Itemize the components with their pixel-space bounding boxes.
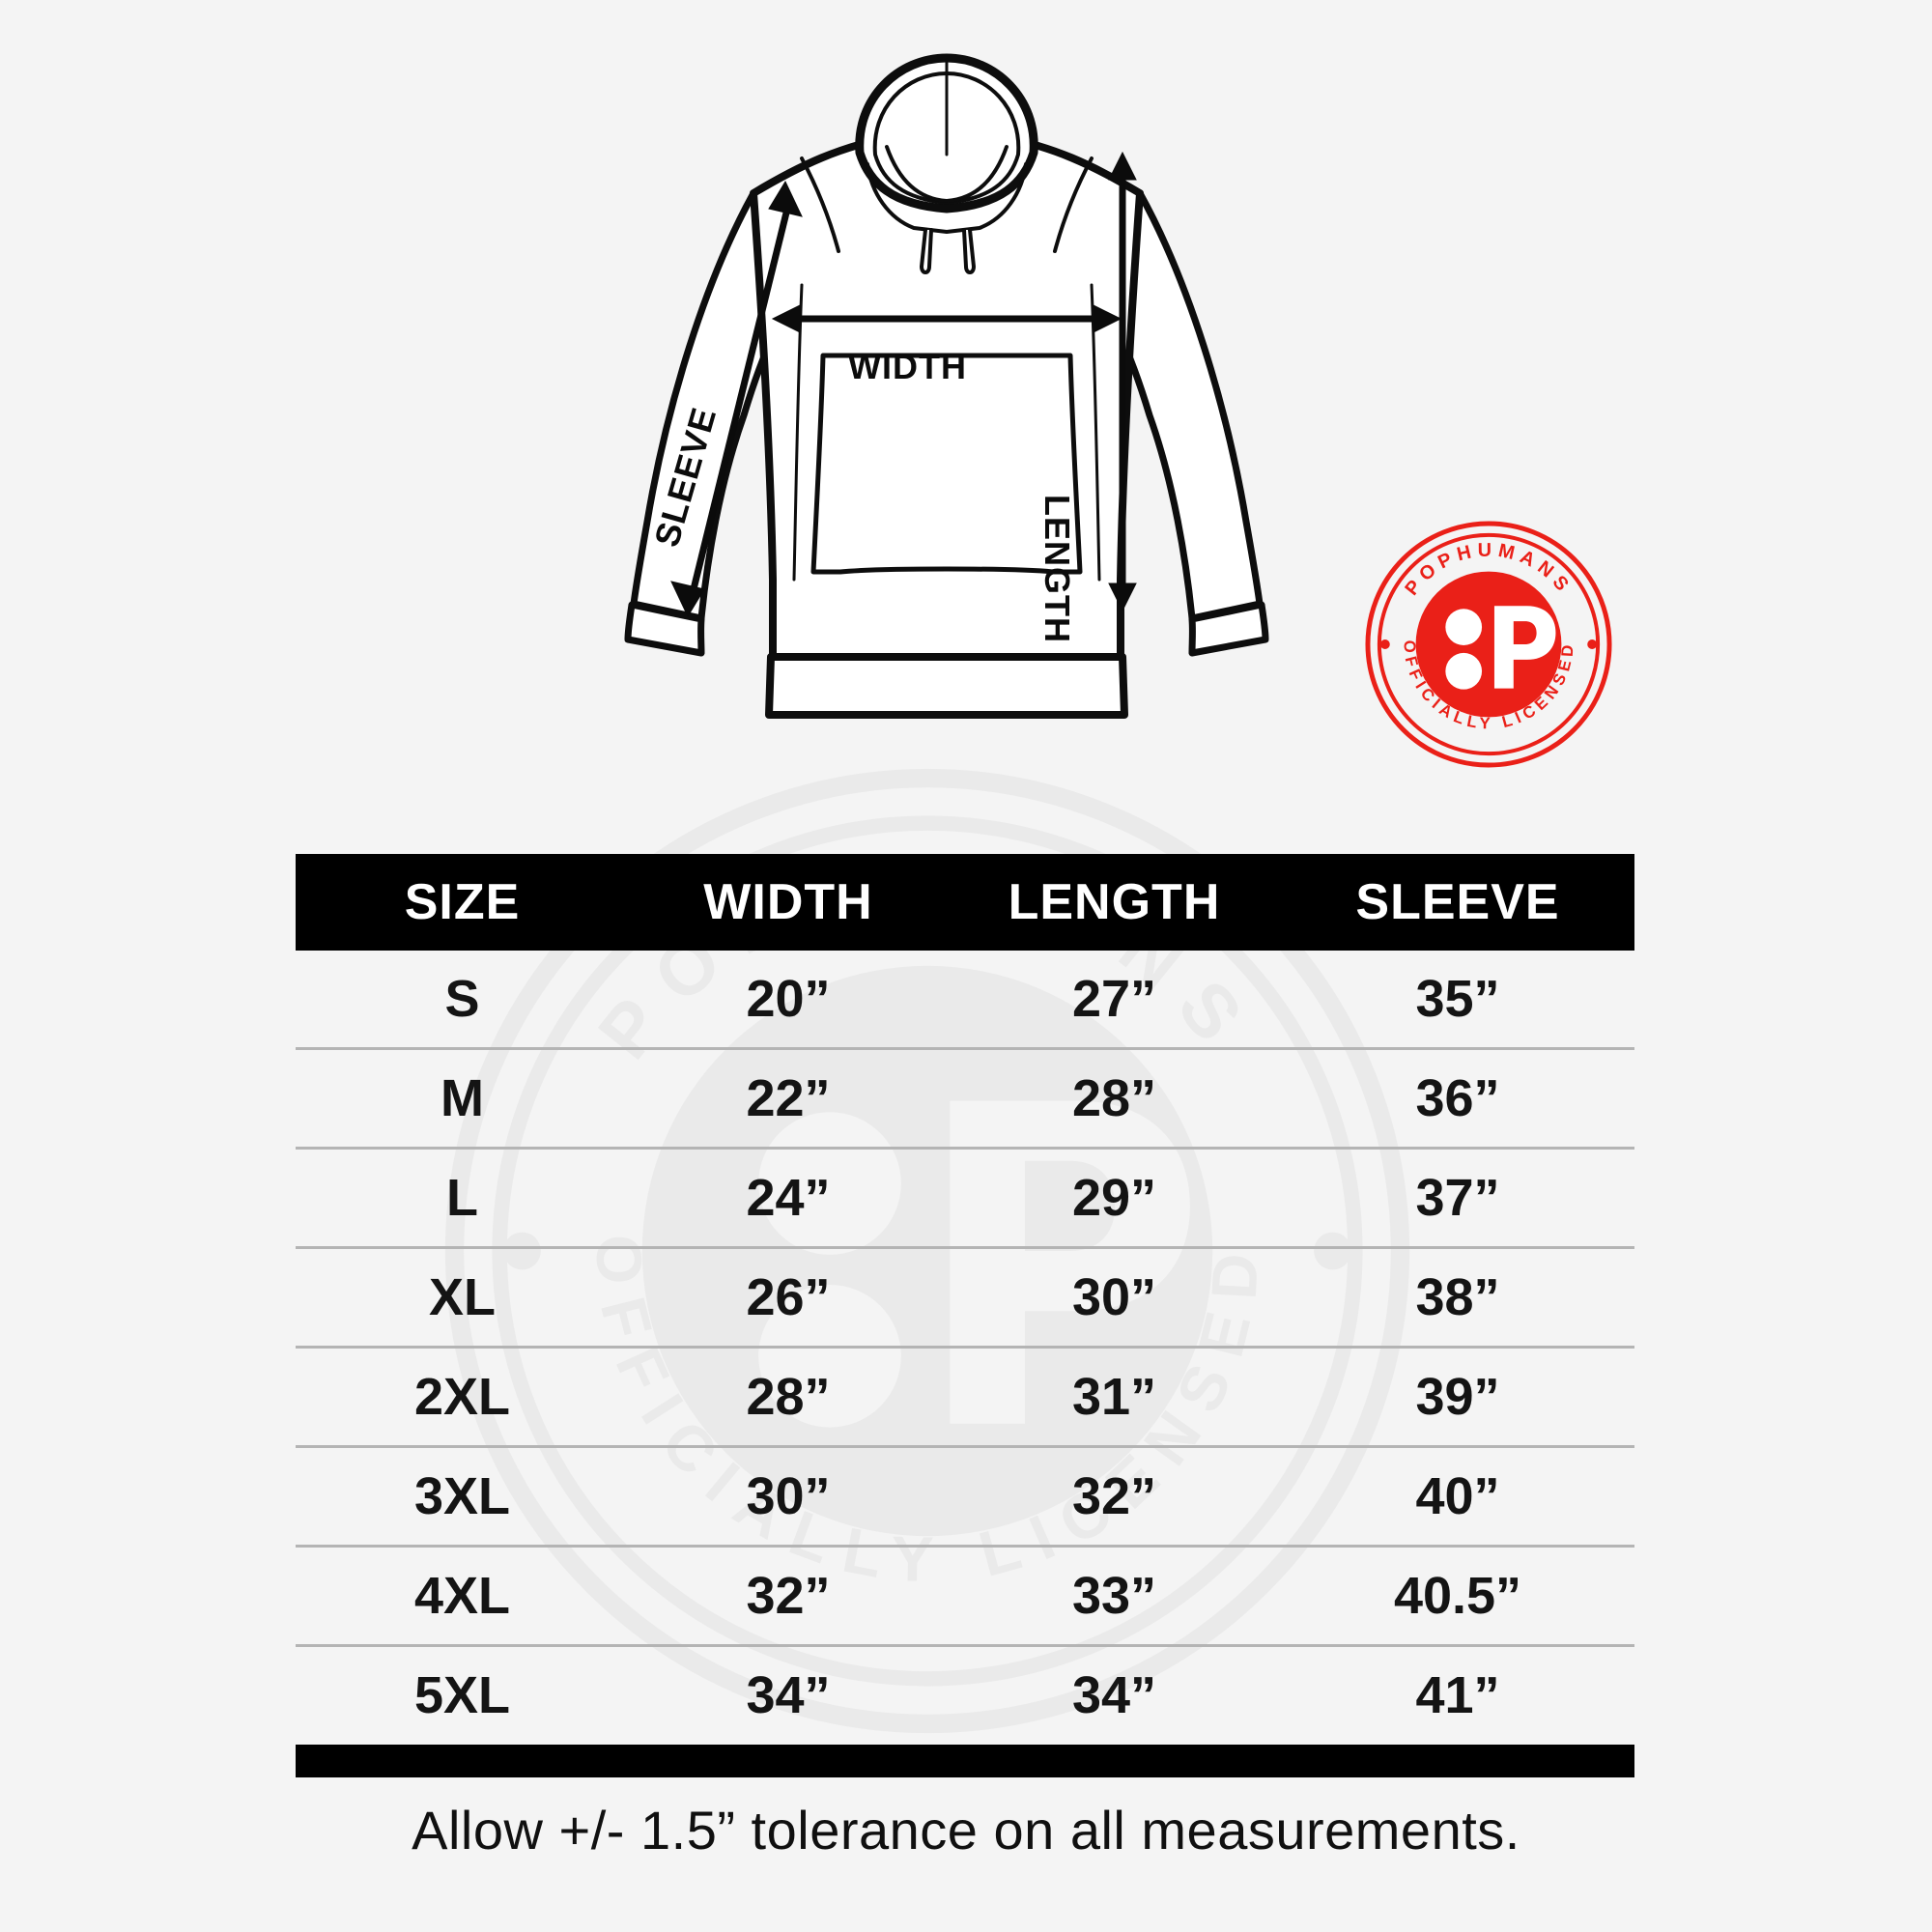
cell-size: 3XL [296, 1446, 629, 1548]
cell-size: S [296, 951, 629, 1050]
column-header-width: WIDTH [629, 854, 948, 951]
sleeve-arrow-head-bottom [670, 581, 705, 618]
cell-size: 2XL [296, 1347, 629, 1448]
width-arrow-head-left [771, 304, 801, 333]
size-chart-table-wrapper: SIZE WIDTH LENGTH SLEEVE S 20” 27” 35” M… [296, 854, 1634, 1744]
cell-width: 28” [629, 1347, 948, 1448]
table-row: 3XL 30” 32” 40” [296, 1446, 1634, 1548]
cell-length: 33” [948, 1546, 1281, 1647]
cell-size: 5XL [413, 1666, 511, 1724]
column-header-sleeve: SLEEVE [1281, 854, 1634, 951]
size-chart-table: SIZE WIDTH LENGTH SLEEVE S 20” 27” 35” M… [296, 854, 1634, 1744]
cell-sleeve: 36” [1281, 1048, 1634, 1150]
badge-dot-lower [1445, 652, 1483, 690]
pophumans-badge-logo: POPHUMANS OFFICIALLY LICENSED [1365, 521, 1612, 768]
cell-size: 4XL [296, 1546, 629, 1647]
column-header-length: LENGTH [948, 854, 1281, 951]
badge-dot-left [1379, 639, 1390, 649]
cell-length: 31” [948, 1347, 1281, 1448]
table-header: SIZE WIDTH LENGTH SLEEVE [296, 854, 1634, 951]
cell-width: 24” [629, 1148, 948, 1249]
cell-width: 30” [629, 1446, 948, 1548]
table-row: S 20” 27” 35” [296, 951, 1634, 1050]
width-measurement-label: WIDTH [848, 347, 967, 386]
cell-length: 34” [1071, 1666, 1157, 1724]
cell-width: 26” [629, 1247, 948, 1349]
column-header-size: SIZE [296, 854, 629, 951]
sleeve-arrow-line [688, 200, 793, 598]
cell-length: 29” [948, 1148, 1281, 1249]
cell-sleeve: 37” [1281, 1148, 1634, 1249]
cell-size: L [296, 1148, 629, 1249]
cell-sleeve: 35” [1281, 951, 1634, 1050]
cell-width: 34” [746, 1666, 831, 1724]
cell-size: M [296, 1048, 629, 1150]
table-row: 4XL 32” 33” 40.5” [296, 1546, 1634, 1647]
table-row: L 24” 29” 37” [296, 1148, 1634, 1249]
cell-sleeve: 40” [1281, 1446, 1634, 1548]
badge-inner-ring [1377, 532, 1601, 756]
cell-sleeve: 40.5” [1281, 1546, 1634, 1647]
sleeve-arrow-head-top [768, 180, 803, 217]
tolerance-note: Allow +/- 1.5” tolerance on all measurem… [412, 1800, 1520, 1861]
cell-sleeve: 41” [1415, 1666, 1500, 1724]
cell-width: 22” [629, 1048, 948, 1150]
badge-dot-upper [1445, 609, 1483, 645]
cell-sleeve: 38” [1281, 1247, 1634, 1349]
length-arrow-head-bottom [1108, 582, 1137, 612]
cell-length: 28” [948, 1048, 1281, 1150]
cell-length: 30” [948, 1247, 1281, 1349]
cell-size: XL [296, 1247, 629, 1349]
width-arrow-head-right [1093, 304, 1122, 333]
table-body: S 20” 27” 35” M 22” 28” 36” L 24” 29” 37… [296, 951, 1634, 1744]
table-header-row: SIZE WIDTH LENGTH SLEEVE [296, 854, 1634, 951]
cell-width: 32” [629, 1546, 948, 1647]
table-row: XL 26” 30” 38” [296, 1247, 1634, 1349]
table-row: 2XL 28” 31” 39” [296, 1347, 1634, 1448]
table-bottom-bar [296, 1745, 1634, 1777]
badge-monogram-p [1493, 606, 1556, 689]
measurement-arrows [670, 151, 1137, 618]
table-row: M 22” 28” 36” [296, 1048, 1634, 1150]
cell-width: 20” [629, 951, 948, 1050]
cell-length: 27” [948, 951, 1281, 1050]
cell-length: 32” [948, 1446, 1281, 1548]
badge-outer-ring [1365, 521, 1612, 768]
hoodie-drawing [624, 53, 1269, 719]
length-measurement-label: LENGTH [1037, 495, 1077, 643]
table-row: 5XL 34” 34” 41” [296, 1646, 1634, 1745]
length-arrow-head-top [1108, 151, 1137, 181]
badge-dot-right [1587, 639, 1598, 649]
hoodie-illustration: WIDTH LENGTH SLEEVE [0, 0, 1932, 831]
cell-sleeve: 39” [1281, 1347, 1634, 1448]
